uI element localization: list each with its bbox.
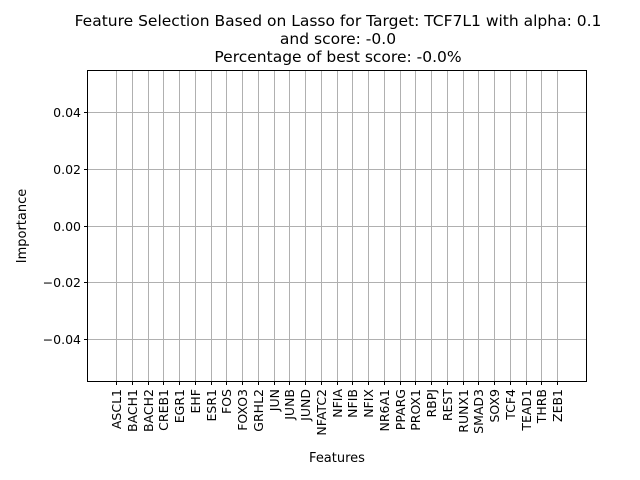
x-tick-label: NFIA: [330, 389, 345, 418]
x-tick-label: NFATC2: [314, 389, 329, 436]
y-tick-label: 0.00: [53, 219, 81, 234]
chart-title-line-2: and score: -0.0: [280, 30, 396, 48]
x-tick-label: TEAD1: [519, 389, 534, 432]
x-tick-label: GRHL2: [251, 389, 266, 432]
x-tick-label: JUNB: [282, 389, 297, 421]
x-tick-label: EGR1: [172, 389, 187, 423]
x-tick-label: SOX9: [487, 389, 502, 423]
x-tick-label: CREB1: [156, 389, 171, 431]
y-tick-label: −0.02: [43, 275, 81, 290]
y-tick-label: 0.02: [53, 162, 81, 177]
y-axis-label: Importance: [15, 189, 30, 264]
grid: [88, 70, 587, 381]
x-tick-label: JUND: [298, 389, 313, 422]
x-tick-label: EHF: [188, 389, 203, 414]
x-tick-label: ASCL1: [109, 389, 124, 429]
x-tick-label: TCF4: [503, 389, 518, 421]
y-tick-label: −0.04: [43, 332, 81, 347]
x-tick-label: RUNX1: [456, 389, 471, 433]
x-tick-label: JUN: [267, 389, 282, 412]
x-tick-label: SMAD3: [471, 389, 486, 434]
x-tick-label: BACH2: [141, 389, 156, 432]
chart-title-line-1: Feature Selection Based on Lasso for Tar…: [75, 12, 602, 30]
x-tick-label: REST: [440, 389, 455, 422]
x-tick-label: ESR1: [204, 389, 219, 421]
x-tick-label: NFIB: [345, 389, 360, 418]
plot-frame: [87, 70, 587, 382]
x-tick-label: RBPJ: [424, 389, 439, 418]
x-axis-label: Features: [309, 451, 365, 466]
x-tick-label: THRB: [534, 389, 549, 424]
x-tick-label: FOXO3: [235, 389, 250, 431]
x-tick-label: ZEB1: [550, 389, 565, 422]
chart-title-line-3: Percentage of best score: -0.0%: [214, 48, 461, 66]
x-tick-label: NFIX: [361, 389, 376, 418]
x-tick-label: FOS: [219, 389, 234, 414]
x-tick-label: BACH1: [125, 389, 140, 432]
x-tick-label: NR6A1: [377, 389, 392, 432]
x-tick-label: PROX1: [408, 389, 423, 431]
y-tick-label: 0.04: [53, 105, 81, 120]
x-axis: ASCL1 BACH1 BACH2 CREB1 EGR1 EHF ESR1 FOS FOXO3 G…: [109, 381, 565, 436]
y-axis: 0.04 0.02 0.00 −0.02 −0.04: [43, 105, 88, 347]
x-tick-label: PPARG: [393, 389, 408, 430]
